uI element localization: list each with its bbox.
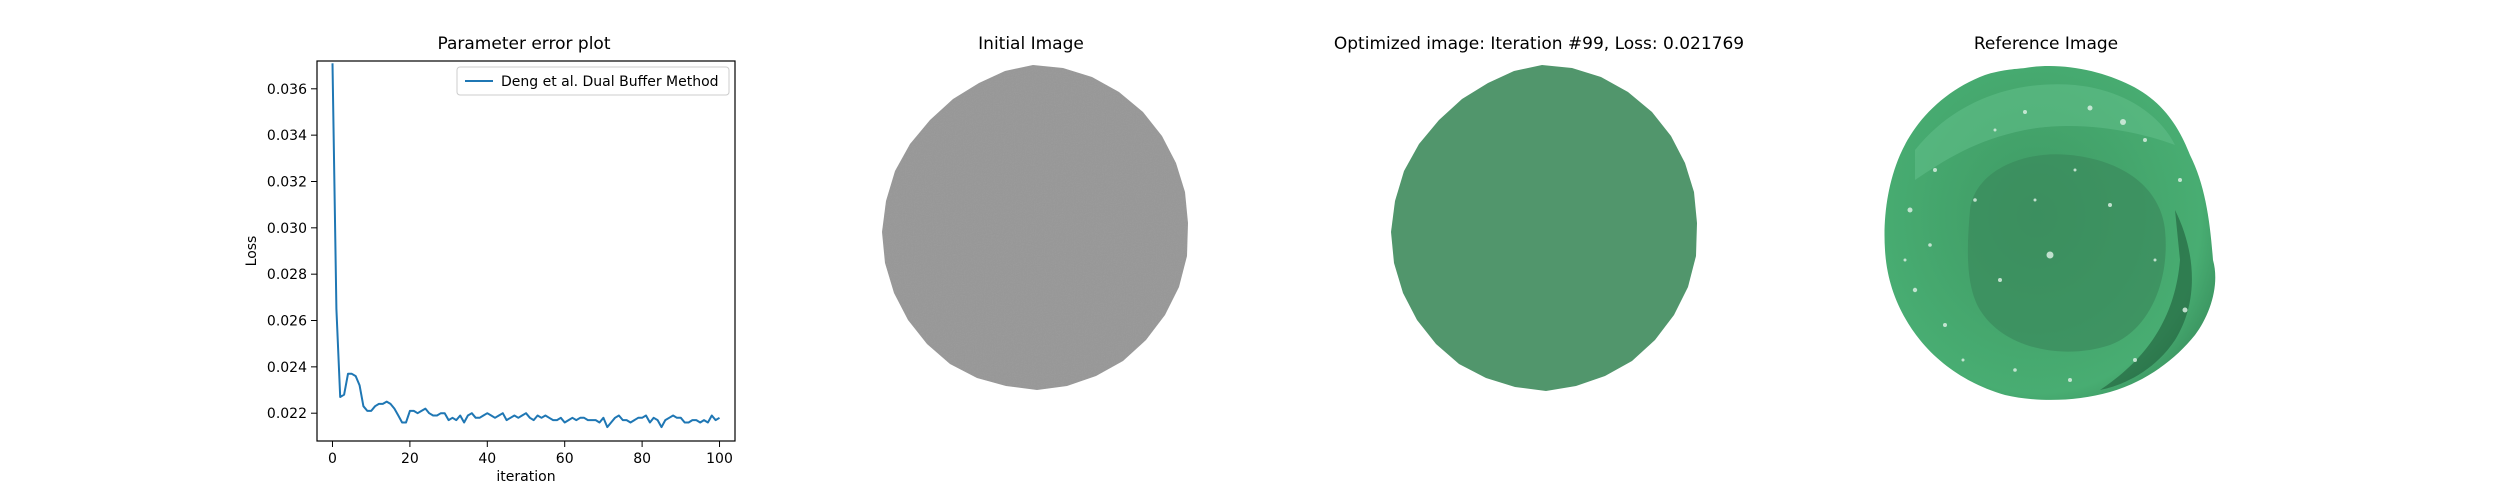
reference-image: [1884, 65, 2216, 400]
x-tick-label: 80: [633, 451, 651, 467]
y-tick-label: 0.032: [267, 174, 307, 190]
initial-grain: [882, 65, 1188, 390]
y-tick-label: 0.034: [267, 128, 307, 144]
legend-label: Deng et al. Dual Buffer Method: [501, 74, 719, 90]
reference-speckles: [1903, 105, 2188, 382]
optimized-image: [1391, 65, 1697, 391]
series-line: [331, 63, 721, 429]
reference-top-highlight: [1915, 84, 2175, 180]
legend: Deng et al. Dual Buffer Method: [456, 66, 730, 96]
y-tick-label: 0.028: [267, 267, 307, 283]
x-tick-label: 100: [706, 451, 733, 467]
chart-title: Parameter error plot: [437, 34, 611, 54]
y-axis-label: Loss: [244, 236, 260, 267]
y-tick-label: 0.026: [267, 314, 307, 330]
reference-inner-dome: [1967, 154, 2166, 352]
legend-box: [456, 66, 730, 96]
x-tick-label: 40: [478, 451, 496, 467]
x-tick-label: 20: [401, 451, 419, 467]
optimized-disk: [1391, 65, 1697, 391]
y-tick-label: 0.030: [267, 221, 307, 237]
x-axis-label: iteration: [496, 469, 555, 485]
x-tick-label: 0: [328, 451, 337, 467]
x-tick-label: 60: [556, 451, 574, 467]
optimized-image-title: Optimized image: Iteration #99, Loss: 0.…: [1333, 34, 1745, 54]
y-tick-label: 0.024: [267, 360, 307, 376]
axes-frame: [316, 60, 736, 442]
reference-image-title: Reference Image: [1973, 34, 2119, 54]
y-tick-label: 0.036: [267, 82, 307, 98]
initial-image-title: Initial Image: [978, 34, 1084, 54]
reference-right-shadow: [2100, 210, 2192, 390]
initial-image: [882, 65, 1188, 390]
y-tick-label: 0.022: [267, 406, 307, 422]
plot-area: 0 20 40 60 80 100 0.022 0.024 0.026 0.028 0.030 0.0…: [244, 60, 736, 485]
